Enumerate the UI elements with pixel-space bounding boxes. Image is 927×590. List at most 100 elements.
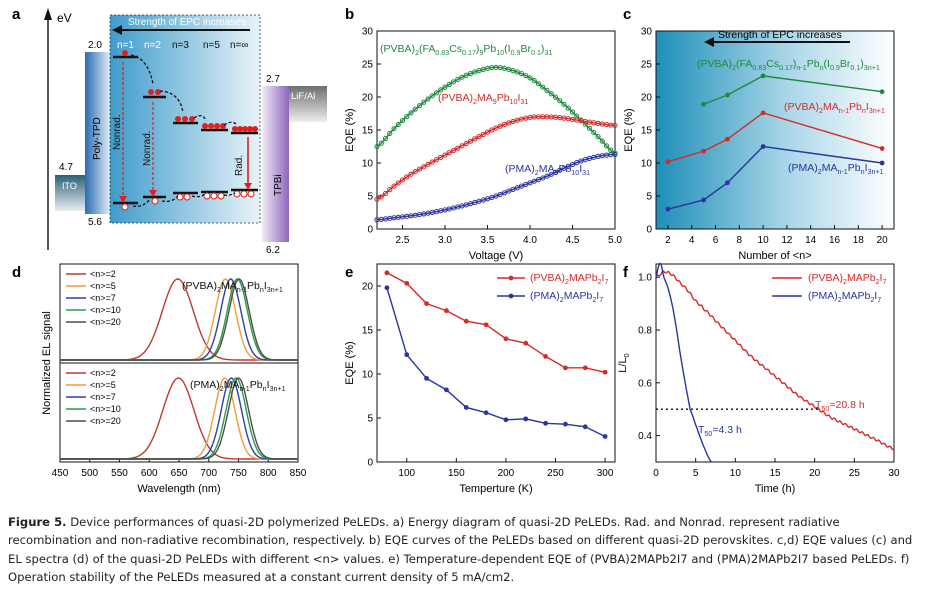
text-span: I — [264, 280, 267, 292]
data-point — [446, 150, 452, 156]
text-span: MA — [224, 379, 240, 391]
data-point — [408, 110, 414, 116]
x-tick-label: 25 — [849, 468, 861, 479]
y-axis-label: EQE (%) — [344, 341, 356, 384]
x-tick-label: 850 — [290, 468, 307, 479]
data-point — [569, 161, 576, 168]
x-tick-label: 750 — [230, 468, 247, 479]
data-point — [483, 410, 489, 416]
data-point — [384, 285, 390, 291]
data-point — [446, 81, 452, 88]
data-point — [506, 188, 512, 194]
el-spectrum-0-4 — [60, 278, 298, 361]
data-point — [404, 174, 410, 180]
data-point — [565, 163, 571, 169]
caption-text: Device performances of quasi-2D polymeri… — [8, 515, 913, 584]
y-axis-label: EQE (%) — [623, 108, 635, 151]
y-tick-label: 0.4 — [638, 431, 652, 442]
x-tick-label: 2 — [665, 235, 671, 246]
chart-b: 2.5 3.0 3.5 4.0 4.5 5.0 0 5 10 15 20 25 30 Voltage (V… — [344, 27, 622, 263]
series-line-0 — [376, 66, 616, 154]
x-tick-label: 4.0 — [523, 235, 537, 246]
data-point — [463, 405, 469, 410]
data-point — [760, 144, 766, 149]
data-point — [543, 420, 548, 426]
data-point — [378, 194, 384, 200]
x-tick-label: 4.5 — [566, 235, 580, 246]
data-point — [701, 148, 706, 154]
subscript: n-1 — [837, 168, 847, 176]
tpbi-bottom-level: 6.2 — [266, 245, 280, 256]
tpbi-layer — [262, 86, 289, 242]
legend-label: (PMA)2MAPb2I7 — [530, 290, 603, 304]
data-point — [497, 191, 503, 198]
data-point — [384, 270, 390, 276]
x-tick-label: 200 — [498, 468, 515, 479]
text-span: (PVBA) — [530, 272, 565, 284]
x-tick-label: 10 — [730, 468, 742, 479]
data-point — [429, 93, 435, 99]
subscript: n — [861, 168, 865, 176]
text-span: (FA — [419, 43, 435, 55]
subscript: n-1 — [796, 64, 806, 72]
data-point — [565, 105, 571, 111]
data-point — [518, 183, 525, 189]
subscript: 2 — [838, 296, 842, 304]
series-line-1 — [386, 287, 606, 438]
subscript: 2 — [565, 278, 569, 286]
data-point — [548, 171, 554, 177]
data-point — [540, 84, 546, 90]
subscript: 0.1 — [531, 49, 541, 57]
data-point — [425, 161, 431, 167]
ito-layer — [55, 175, 85, 211]
chart-d: 450 500 550 600 650 700 750 800 850 Wavelength (n… — [41, 263, 307, 495]
subscript: n — [820, 64, 824, 72]
subscript: 9 — [493, 98, 497, 106]
text-span: Cs — [766, 58, 779, 70]
data-point — [493, 125, 499, 131]
vb-levels — [113, 188, 258, 205]
data-point — [561, 101, 567, 107]
series-label-c-pma: (PMA)2MAn-1PbnI3n+1 — [788, 162, 884, 176]
subscript: 2 — [592, 296, 596, 304]
y-tick-label: 20 — [641, 93, 653, 104]
series-line-1 — [655, 262, 712, 463]
text-span: I — [602, 272, 605, 284]
subscript: n — [862, 107, 866, 115]
subscript: n — [263, 385, 267, 393]
text-span: Br — [521, 43, 532, 55]
tpbi-top-level: 2.7 — [266, 74, 280, 85]
data-point — [387, 130, 393, 137]
y-tick-label: 0.6 — [638, 378, 652, 389]
subscript: 3n+1 — [868, 168, 884, 176]
subscript: 0.83 — [752, 64, 766, 72]
text-span: Br — [840, 58, 851, 70]
data-point — [518, 71, 525, 77]
x-tick-label: 150 — [448, 468, 465, 479]
subscript: n-1 — [237, 286, 247, 294]
text-span: MAPb — [569, 272, 598, 284]
text-span: (PVBA) — [697, 58, 732, 70]
subscript: n-1 — [239, 385, 249, 393]
text-span: I — [866, 101, 869, 113]
subscript: 3n+1 — [869, 107, 885, 115]
nonrad-arrowhead-1-icon — [119, 196, 127, 203]
x-axis-label: Number of <n> — [738, 250, 811, 262]
data-point — [467, 70, 474, 77]
data-point — [879, 160, 885, 166]
legend-label: <n>=2 — [90, 269, 116, 279]
data-point — [455, 76, 461, 82]
subscript: 2 — [598, 278, 602, 286]
x-tick-label: 450 — [52, 468, 69, 479]
text-span: (PMA) — [190, 379, 220, 391]
y-tick-label: 0.8 — [638, 326, 652, 337]
legend-label: <n>=10 — [90, 404, 121, 414]
subscript: 0.83 — [435, 49, 449, 57]
data-point — [493, 193, 499, 199]
data-point — [378, 140, 384, 146]
data-point — [665, 159, 671, 165]
data-point — [612, 122, 618, 128]
data-point — [582, 424, 588, 430]
data-point — [442, 152, 448, 158]
